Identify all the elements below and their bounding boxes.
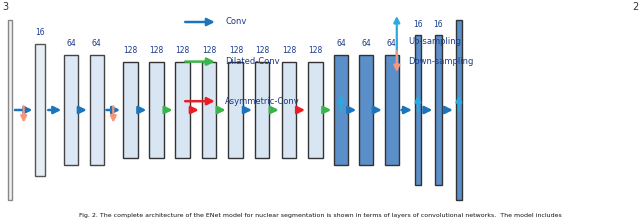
Text: 128: 128 — [255, 46, 269, 55]
Text: Asymmetric-Conv: Asymmetric-Conv — [225, 97, 300, 106]
Bar — [123, 62, 138, 158]
Bar — [456, 20, 462, 200]
Text: 64: 64 — [66, 39, 76, 48]
Text: Fig. 2. The complete architecture of the ENet model for nuclear segmentation is : Fig. 2. The complete architecture of the… — [79, 213, 561, 218]
Text: Up-sampling: Up-sampling — [408, 37, 461, 46]
Bar — [35, 44, 45, 176]
Bar — [334, 55, 348, 165]
Text: 128: 128 — [308, 46, 323, 55]
Bar — [359, 55, 373, 165]
Bar — [435, 35, 442, 185]
Text: Dilated-Conv: Dilated-Conv — [225, 57, 280, 66]
Text: 16: 16 — [433, 20, 444, 29]
Bar — [90, 55, 104, 165]
Bar — [385, 55, 399, 165]
Text: 64: 64 — [387, 39, 397, 48]
Bar — [228, 62, 243, 158]
Bar — [255, 62, 269, 158]
Bar — [202, 62, 216, 158]
Text: Conv: Conv — [225, 18, 246, 26]
Text: 16: 16 — [413, 20, 423, 29]
Text: 3: 3 — [2, 2, 8, 12]
Text: 128: 128 — [202, 46, 216, 55]
Bar — [282, 62, 296, 158]
Text: 128: 128 — [228, 46, 243, 55]
Text: 2: 2 — [632, 2, 638, 12]
Text: 128: 128 — [175, 46, 190, 55]
Bar — [149, 62, 164, 158]
Bar — [8, 20, 12, 200]
Bar — [175, 62, 190, 158]
Bar — [308, 62, 323, 158]
Text: 128: 128 — [282, 46, 296, 55]
Text: 128: 128 — [149, 46, 164, 55]
Text: 64: 64 — [336, 39, 346, 48]
Text: 64: 64 — [92, 39, 102, 48]
Bar — [415, 35, 421, 185]
Text: 16: 16 — [35, 28, 45, 37]
Text: 128: 128 — [123, 46, 138, 55]
Bar — [64, 55, 78, 165]
Text: Down-sampling: Down-sampling — [408, 57, 474, 66]
Text: 64: 64 — [361, 39, 371, 48]
